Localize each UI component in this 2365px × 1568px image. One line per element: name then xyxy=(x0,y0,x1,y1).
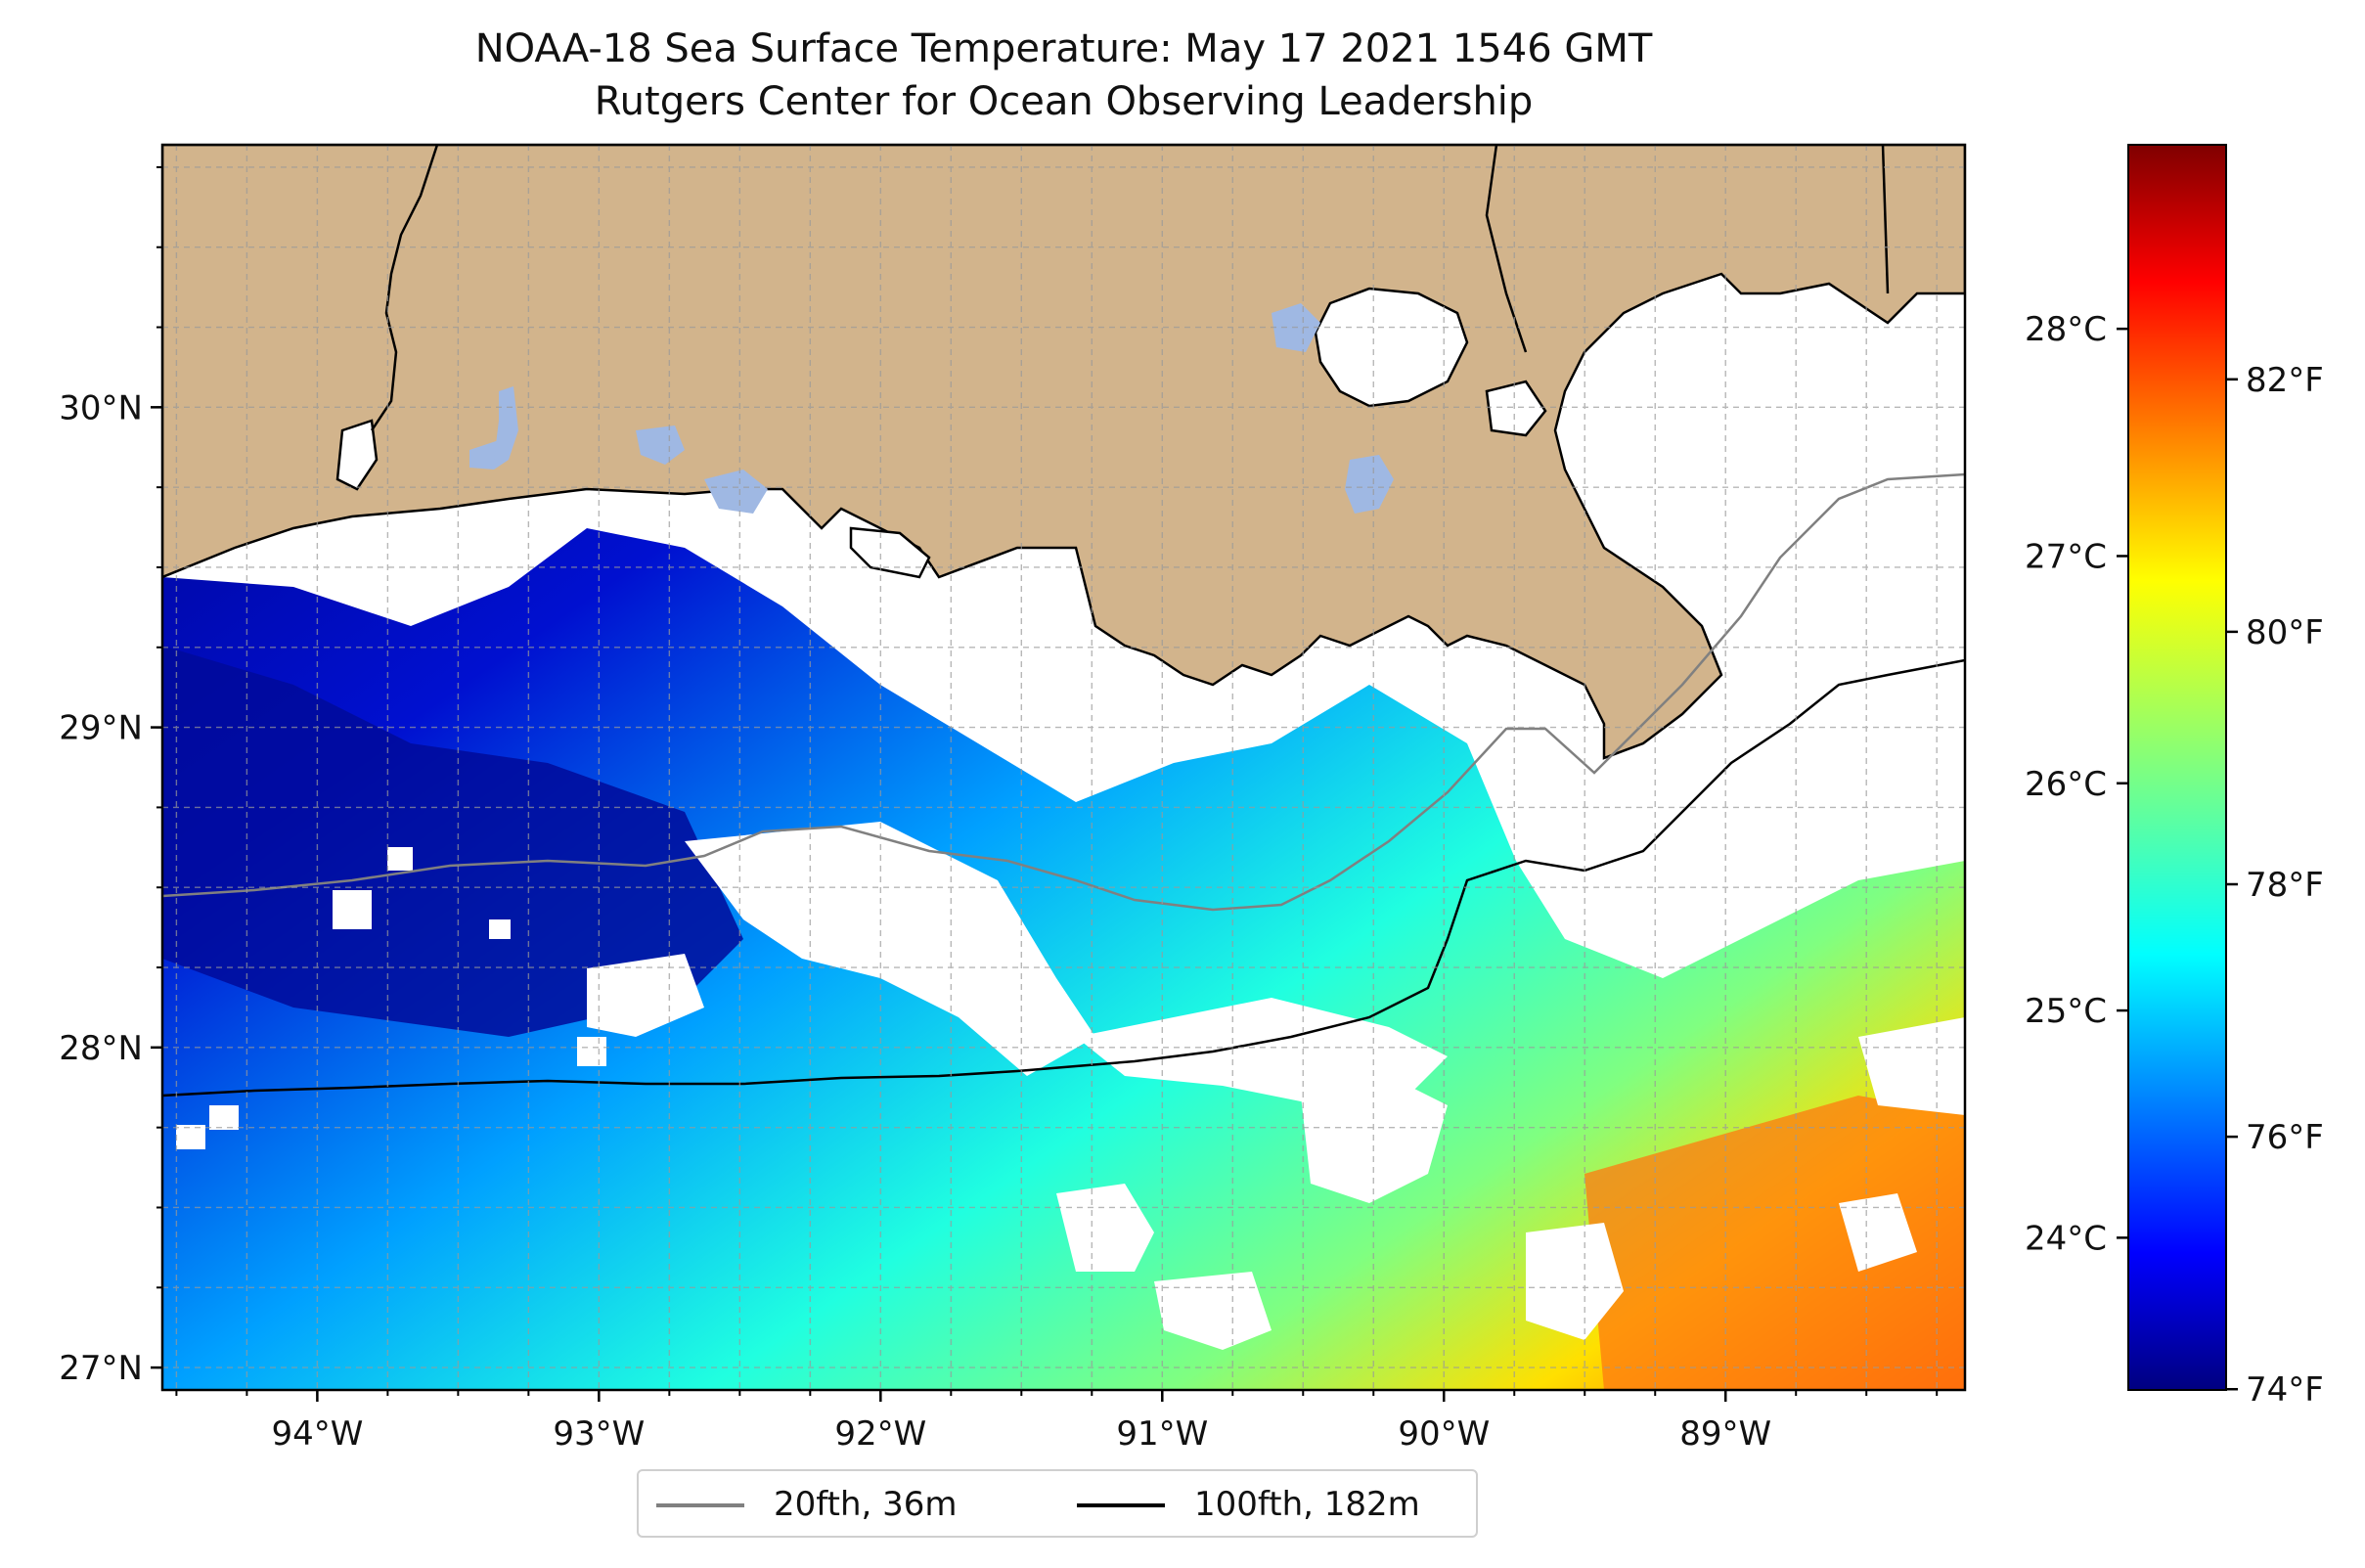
legend-label-20fth: 20fth, 36m xyxy=(774,1485,958,1524)
map-frame xyxy=(160,143,1967,1392)
lake-pontchartrain xyxy=(1314,287,1469,408)
map-area xyxy=(162,145,1965,1390)
warm-water-patch xyxy=(1584,1096,1965,1390)
map-subtitle: Rutgers Center for Ocean Observing Leade… xyxy=(594,79,1534,124)
cloud-mask-patch xyxy=(176,1125,205,1149)
colorbar-label-f: 80°F xyxy=(2246,613,2324,652)
cloud-mask-patch xyxy=(1301,1076,1448,1203)
cold-water-patch xyxy=(162,646,743,1037)
lat-tick-label: 30°N xyxy=(59,388,143,427)
isobath-100fth xyxy=(162,658,1965,1098)
colorbar-label-c: 24°C xyxy=(2025,1219,2107,1258)
cloud-mask-patch xyxy=(1154,1272,1272,1350)
lon-tick-label: 94°W xyxy=(271,1414,363,1454)
colorbar-ticks: 24°C 25°C 26°C 27°C 28°C 74°F 76°F 78°F 80°F 82°F xyxy=(2025,310,2324,1410)
legend-label-100fth: 100fth, 182m xyxy=(1194,1485,1420,1524)
colorbar-label-c: 25°C xyxy=(2025,992,2107,1031)
state-border-ms xyxy=(1485,145,1528,353)
cloud-mask-patch xyxy=(1056,1184,1154,1272)
calcasieu-lake xyxy=(335,419,379,491)
colorbar-label-c: 27°C xyxy=(2025,537,2107,576)
isobath-20fth xyxy=(162,472,1965,912)
cloud-mask-patch xyxy=(1839,1193,1917,1272)
cloud-mask-patch xyxy=(387,847,413,871)
lon-tick-label: 93°W xyxy=(553,1414,645,1454)
vermilion-bay xyxy=(849,526,931,579)
colorbar-label-f: 82°F xyxy=(2246,361,2324,400)
lake xyxy=(636,426,685,465)
lat-tick-label: 28°N xyxy=(59,1029,143,1068)
gridlines xyxy=(162,145,1965,1390)
map-title: NOAA-18 Sea Surface Temperature: May 17 … xyxy=(474,26,1653,71)
cloud-mask-patch xyxy=(1858,1017,1965,1115)
lake xyxy=(704,470,768,514)
cloud-mask-patch xyxy=(577,1037,606,1066)
lake-borgne xyxy=(1485,380,1547,437)
colorbar xyxy=(2127,144,2227,1391)
cloud-mask-patch xyxy=(333,890,372,929)
lake xyxy=(1345,455,1394,514)
isobath-legend: 20fth, 36m 100fth, 182m xyxy=(637,1469,1478,1538)
colorbar-label-f: 78°F xyxy=(2246,866,2324,905)
lake xyxy=(494,386,518,460)
lat-tick-label: 29°N xyxy=(59,709,143,748)
colorbar-label-f: 74°F xyxy=(2246,1370,2324,1410)
cloud-mask-patch xyxy=(587,954,704,1037)
state-border-tx-la xyxy=(370,145,439,431)
map-axis-ticks: 94°W 93°W 92°W 91°W 90°W 89°W 27°N 28°N 29°N 30°N xyxy=(59,165,1939,1454)
cloud-mask-patch xyxy=(209,1105,239,1130)
state-border-al xyxy=(1881,145,1890,294)
legend-swatch-20fth xyxy=(656,1503,744,1507)
legend-swatch-100fth xyxy=(1077,1503,1165,1507)
colorbar-label-f: 76°F xyxy=(2246,1118,2324,1157)
colorbar-label-c: 28°C xyxy=(2025,310,2107,349)
lon-tick-label: 90°W xyxy=(1398,1414,1490,1454)
cloud-mask-patch xyxy=(685,822,1095,1076)
colorbar-label-c: 26°C xyxy=(2025,765,2107,804)
lon-tick-label: 91°W xyxy=(1116,1414,1208,1454)
cloud-mask-patch xyxy=(1526,1223,1624,1340)
lat-tick-label: 27°N xyxy=(59,1349,143,1388)
cloud-mask-patch xyxy=(1076,998,1448,1105)
cloud-mask-patch xyxy=(489,919,511,939)
lon-tick-label: 92°W xyxy=(834,1414,926,1454)
lon-tick-label: 89°W xyxy=(1679,1414,1771,1454)
